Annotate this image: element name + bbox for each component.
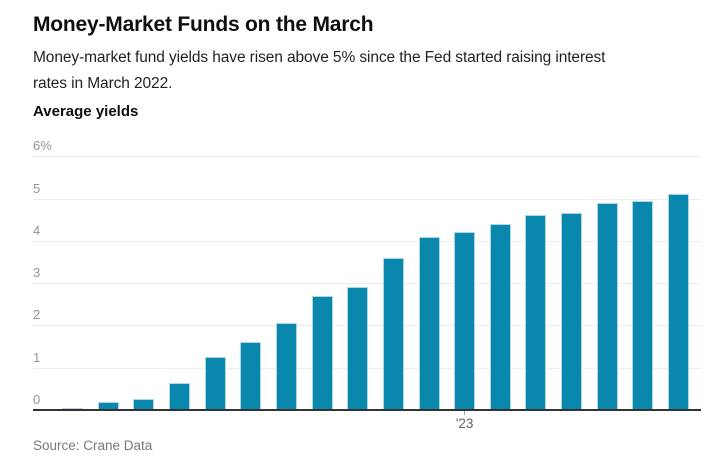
bar	[97, 401, 119, 410]
subtitle-line-1: Money-market fund yields have risen abov…	[33, 49, 606, 66]
y-axis-tick-label: 3	[33, 265, 41, 281]
bar	[168, 382, 190, 410]
bar	[311, 295, 333, 410]
chart-subtitle: Money-market fund yields have risen abov…	[33, 45, 605, 97]
bar	[204, 357, 226, 410]
y-axis-tick-label: 1	[33, 349, 41, 365]
bar	[561, 213, 583, 410]
gridline	[33, 198, 701, 200]
bar	[596, 202, 618, 410]
y-axis-title: Average yields	[33, 103, 139, 120]
x-axis-tick-label: '23	[455, 416, 474, 431]
bar	[240, 342, 262, 410]
x-axis-baseline	[33, 409, 701, 411]
bar	[133, 399, 155, 410]
y-axis-tick-label: 6%	[33, 138, 52, 154]
y-axis-tick-label: 0	[33, 392, 41, 407]
bar	[525, 215, 547, 410]
gridline	[33, 283, 701, 285]
bar	[382, 257, 404, 410]
bar	[454, 232, 476, 410]
bar	[632, 200, 654, 410]
source-credit: Source: Crane Data	[33, 438, 153, 453]
y-axis-tick-label: 5	[33, 180, 41, 196]
chart-headline: Money-Market Funds on the March	[33, 13, 374, 36]
gridline	[33, 156, 701, 158]
y-axis-tick-label: 4	[33, 222, 41, 238]
y-axis-tick-label: 2	[33, 307, 41, 323]
bar	[347, 287, 369, 410]
bar	[668, 194, 690, 410]
x-axis-tick	[464, 411, 466, 415]
bar	[62, 407, 83, 410]
gridline	[33, 240, 701, 242]
bar	[489, 223, 511, 410]
subtitle-line-2: rates in March 2022.	[33, 75, 173, 92]
bar	[418, 236, 440, 410]
bar	[275, 323, 297, 410]
